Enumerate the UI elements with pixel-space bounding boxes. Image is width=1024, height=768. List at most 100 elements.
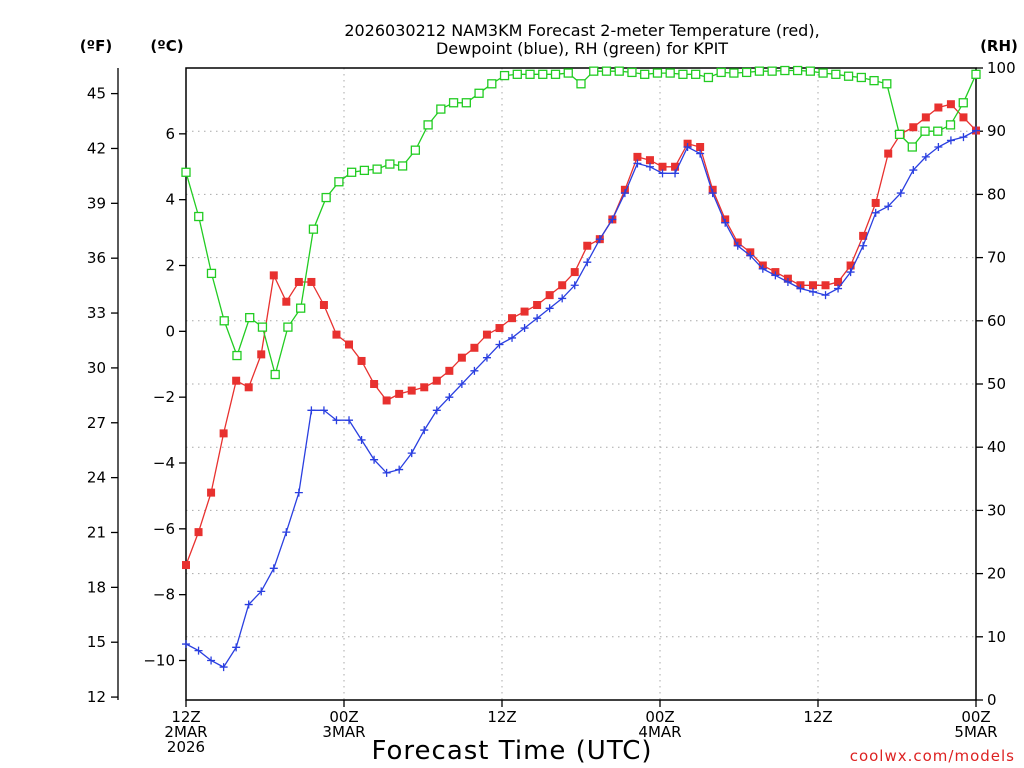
dewpoint-point bbox=[269, 564, 278, 573]
temperature-point bbox=[558, 281, 567, 290]
rh-point bbox=[563, 68, 573, 78]
temperature-point bbox=[457, 353, 466, 362]
rh-point bbox=[818, 68, 828, 78]
dewpoint-point bbox=[533, 314, 542, 323]
temperature-point bbox=[859, 231, 868, 240]
rh-tick-label: 0 bbox=[987, 691, 997, 709]
temperature-point bbox=[232, 376, 241, 385]
temperature-point bbox=[257, 350, 266, 359]
rh-point bbox=[589, 66, 599, 76]
rh-point bbox=[614, 66, 624, 76]
temperature-point bbox=[370, 380, 379, 388]
dewpoint-point bbox=[608, 215, 617, 224]
rh-tick-label: 40 bbox=[987, 438, 1006, 456]
time-tick-label: 00Z bbox=[645, 708, 674, 726]
rh-point bbox=[729, 68, 739, 78]
dewpoint-point bbox=[959, 133, 968, 142]
dewpoint-point bbox=[834, 284, 843, 293]
dewpoint-point bbox=[683, 143, 692, 151]
temperature-point bbox=[407, 386, 416, 395]
dewpoint-point bbox=[783, 277, 792, 286]
dewpoint-point bbox=[194, 646, 203, 655]
dewpoint-point bbox=[257, 587, 266, 596]
rh-point bbox=[270, 369, 280, 380]
temperature-point bbox=[182, 561, 190, 570]
rh-tick-label: 100 bbox=[987, 59, 1016, 77]
rh-point bbox=[487, 79, 497, 89]
fahrenheit-tick-label: 27 bbox=[87, 414, 106, 432]
temperature-point bbox=[545, 291, 554, 300]
temperature-point bbox=[921, 113, 930, 122]
fahrenheit-tick-label: 45 bbox=[87, 85, 106, 103]
rh-point bbox=[410, 145, 421, 155]
dewpoint-point bbox=[570, 281, 579, 290]
rh-unit-label: (RH) bbox=[980, 37, 1018, 55]
dewpoint-point bbox=[595, 235, 604, 244]
dewpoint-point bbox=[721, 218, 730, 227]
rh-point bbox=[945, 120, 956, 130]
temperature-point bbox=[319, 301, 328, 309]
time-tick-label: 00Z bbox=[329, 708, 358, 726]
temperature-point bbox=[570, 268, 579, 277]
dewpoint-line bbox=[185, 129, 977, 668]
rh-point bbox=[678, 69, 688, 79]
dewpoint-point bbox=[896, 189, 905, 198]
rh-point bbox=[423, 120, 433, 130]
temperature-point bbox=[959, 113, 968, 122]
temperature-point bbox=[808, 281, 817, 290]
rh-point bbox=[346, 167, 357, 177]
rh-point bbox=[754, 66, 765, 76]
dewpoint-point bbox=[884, 202, 893, 211]
rh-tick-label: 80 bbox=[987, 185, 1006, 203]
rh-point bbox=[474, 88, 484, 98]
temperature-point bbox=[219, 429, 228, 438]
rh-point bbox=[397, 161, 408, 171]
rh-point bbox=[792, 65, 803, 76]
temperature-point bbox=[420, 383, 429, 392]
rh-point bbox=[512, 69, 522, 79]
rh-point bbox=[359, 165, 370, 176]
rh-point bbox=[665, 68, 675, 78]
rh-point bbox=[245, 312, 255, 323]
temperature-point bbox=[934, 103, 943, 112]
rh-line bbox=[185, 69, 977, 378]
temperature-point bbox=[658, 162, 667, 171]
rh-point bbox=[869, 75, 879, 86]
temperature-point bbox=[909, 123, 918, 132]
dewpoint-point bbox=[345, 416, 354, 425]
fahrenheit-tick-label: 24 bbox=[87, 469, 106, 487]
fahrenheit-tick-label: 33 bbox=[87, 304, 106, 322]
dewpoint-point bbox=[758, 264, 767, 273]
dewpoint-point bbox=[871, 208, 880, 217]
dewpoint-point bbox=[708, 189, 717, 198]
celsius-tick-label: −4 bbox=[153, 454, 175, 472]
temperature-point bbox=[194, 528, 203, 537]
fahrenheit-tick-label: 42 bbox=[87, 139, 106, 157]
chart-title-line-2: Dewpoint (blue), RH (green) for KPIT bbox=[436, 39, 728, 58]
x-axis-title: Forecast Time (UTC) bbox=[371, 736, 652, 766]
rh-point bbox=[308, 224, 319, 234]
dewpoint-point bbox=[482, 353, 491, 362]
rh-point bbox=[856, 72, 866, 83]
time-tick-label: 2026 bbox=[167, 738, 205, 756]
axes: 6420−2−4−6−8−104542393633302724211815121… bbox=[87, 59, 1016, 756]
dewpoint-point bbox=[219, 663, 228, 672]
fahrenheit-tick-label: 21 bbox=[87, 523, 106, 541]
dewpoint-point bbox=[432, 406, 441, 415]
rh-point bbox=[894, 129, 905, 140]
dewpoint-point bbox=[182, 640, 190, 649]
temperature-point bbox=[445, 366, 454, 375]
dewpoint-point bbox=[633, 159, 642, 168]
time-tick-label: 4MAR bbox=[638, 723, 681, 741]
dewpoint-point bbox=[583, 258, 592, 267]
dewpoint-point bbox=[620, 189, 629, 198]
rh-point bbox=[461, 98, 471, 108]
rh-point bbox=[652, 68, 663, 78]
dewpoint-point bbox=[520, 324, 529, 333]
temperature-point bbox=[633, 152, 642, 161]
rh-point bbox=[181, 167, 191, 177]
time-tick-label: 2MAR bbox=[164, 723, 207, 741]
rh-point bbox=[436, 104, 446, 114]
fahrenheit-tick-label: 18 bbox=[87, 578, 106, 596]
